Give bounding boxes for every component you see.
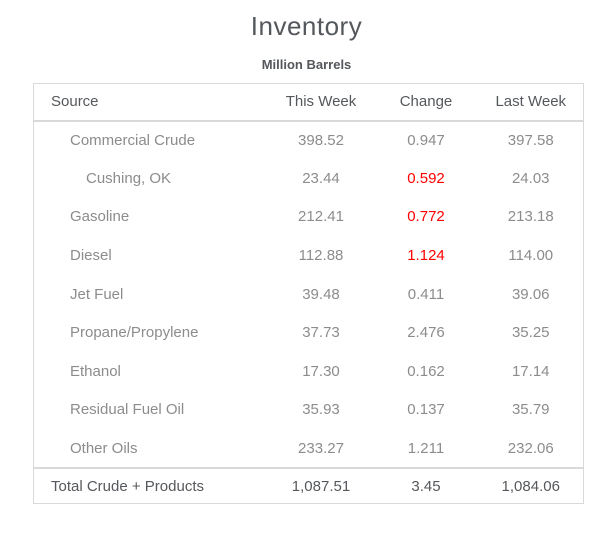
table-row: Commercial Crude 398.52 0.947 397.58: [34, 121, 584, 160]
header-row: Source This Week Change Last Week: [33, 83, 584, 122]
this-week-cell: 112.88: [298, 247, 344, 265]
table-row: Propane/Propylene 37.73 2.476 35.25: [34, 313, 584, 352]
total-row: Total Crude + Products 1,087.51 3.45 1,0…: [33, 466, 584, 504]
this-week-cell: 39.48: [302, 285, 340, 303]
source-cell: Jet Fuel: [70, 285, 124, 303]
table-header: Source This Week Change Last Week: [33, 83, 584, 122]
this-week-cell: 233.27: [298, 439, 344, 457]
last-week-cell: 35.25: [511, 324, 550, 342]
change-cell: 0.162: [407, 362, 445, 380]
last-week-cell: 17.14: [511, 362, 550, 380]
total-source-cell: Total Crude + Products: [33, 466, 269, 504]
total-last-week-cell: 1,084.06: [478, 466, 584, 504]
last-week-cell: 397.58: [507, 131, 554, 149]
last-week-cell: 213.18: [507, 208, 554, 226]
this-week-cell: 17.30: [302, 362, 340, 380]
this-week-cell: 23.44: [302, 169, 340, 187]
last-week-cell: 114.00: [508, 247, 554, 265]
change-cell: 0.411: [407, 285, 445, 303]
table-body: Commercial Crude 398.52 0.947 397.58 Cus…: [34, 121, 584, 468]
page-title: Inventory: [250, 11, 363, 41]
table-row: Ethanol 17.30 0.162 17.14: [34, 352, 584, 391]
this-week-cell: 212.41: [298, 208, 344, 226]
source-cell: Gasoline: [70, 208, 130, 226]
total-this-week-cell: 1,087.51: [268, 466, 374, 504]
subtitle: Million Barrels: [261, 57, 352, 72]
source-cell: Ethanol: [70, 362, 121, 380]
table-row: Cushing, OK 23.44 0.592 24.03: [34, 159, 584, 198]
total-change-cell: 3.45: [373, 466, 479, 504]
change-cell: 0.137: [407, 401, 445, 419]
column-header-source: Source: [33, 83, 269, 122]
table-row: Other Oils 233.27 1.211 232.06: [34, 429, 584, 468]
source-cell: Residual Fuel Oil: [70, 401, 185, 419]
column-header-last-week: Last Week: [478, 83, 584, 122]
last-week-cell: 39.06: [511, 285, 550, 303]
this-week-cell: 398.52: [298, 131, 344, 149]
this-week-cell: 37.73: [302, 324, 340, 342]
source-cell: Propane/Propylene: [70, 324, 199, 342]
source-cell: Commercial Crude: [70, 131, 196, 149]
source-cell: Cushing, OK: [86, 169, 172, 187]
table-row: Residual Fuel Oil 35.93 0.137 35.79: [34, 391, 584, 430]
change-cell: 0.947: [407, 131, 445, 149]
column-header-change: Change: [373, 83, 479, 122]
column-header-this-week: This Week: [268, 83, 374, 122]
table-row: Gasoline 212.41 0.772 213.18: [34, 198, 584, 237]
change-cell: 1.124: [407, 247, 445, 265]
source-cell: Other Oils: [70, 439, 138, 457]
change-cell: 1.211: [407, 439, 445, 457]
last-week-cell: 24.03: [511, 169, 550, 187]
source-cell: Diesel: [70, 247, 112, 265]
last-week-cell: 35.79: [511, 401, 550, 419]
change-cell: 0.592: [407, 169, 445, 187]
this-week-cell: 35.93: [302, 401, 340, 419]
table-footer: Total Crude + Products 1,087.51 3.45 1,0…: [33, 466, 584, 504]
table-row: Jet Fuel 39.48 0.411 39.06: [34, 275, 584, 314]
change-cell: 0.772: [407, 208, 445, 226]
last-week-cell: 232.06: [507, 439, 554, 457]
change-cell: 2.476: [407, 324, 445, 342]
table-row: Diesel 112.88 1.124 114.00: [34, 236, 584, 275]
inventory-table: Source This Week Change Last Week Commer…: [33, 83, 584, 505]
